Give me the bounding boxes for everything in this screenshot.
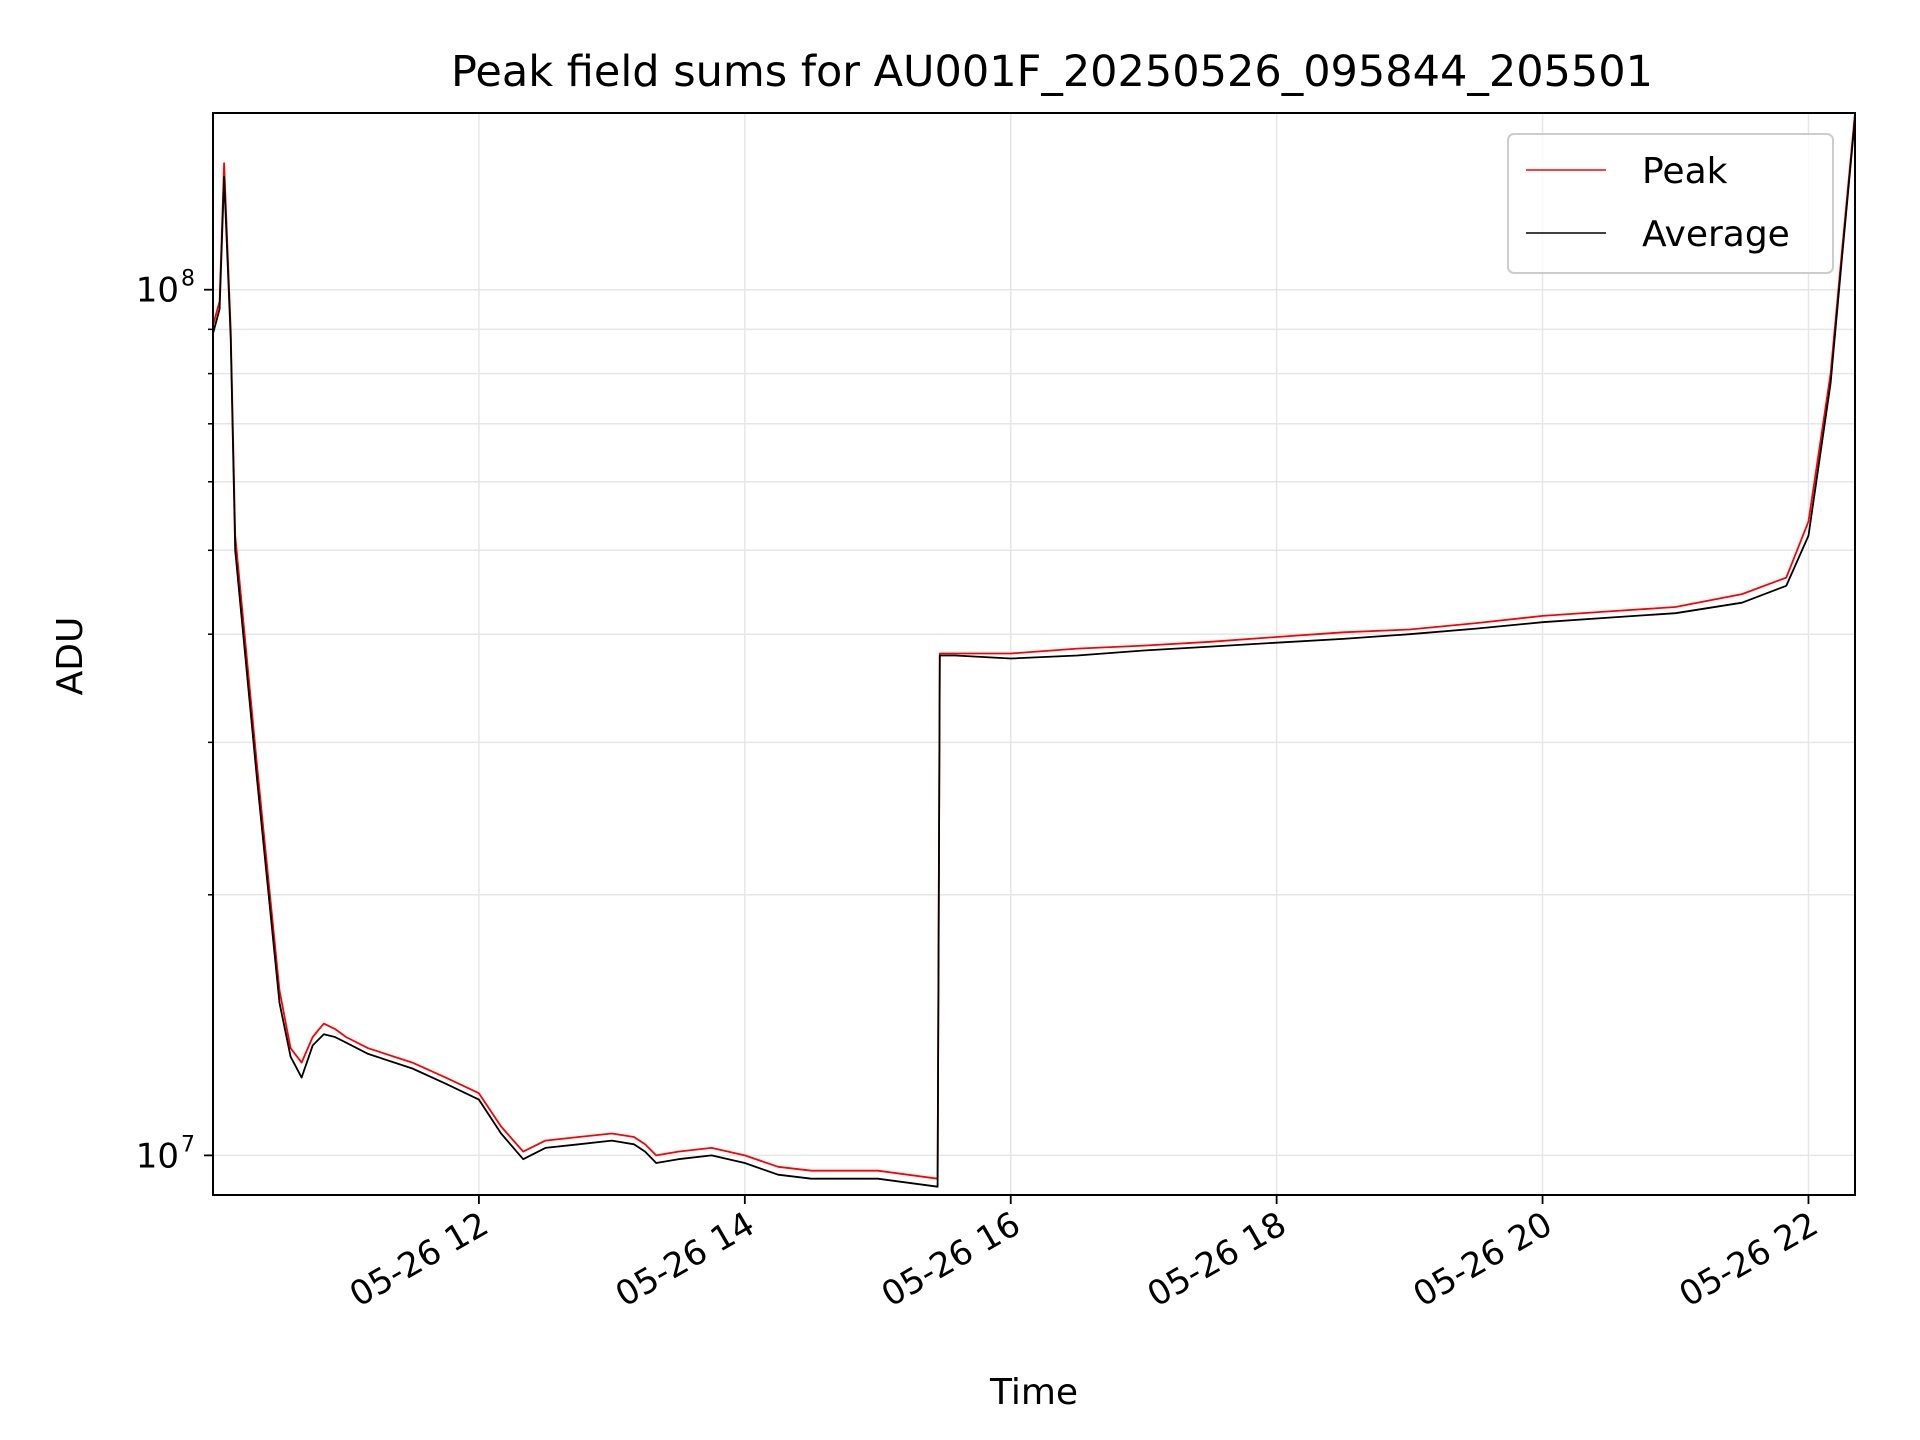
- legend: Peak Average: [1507, 133, 1834, 274]
- y-tick-label: 10: [136, 1136, 179, 1176]
- chart-title: Peak field sums for AU001F_20250526_0958…: [451, 47, 1653, 97]
- legend-average-label: Average: [1642, 214, 1790, 255]
- series-line-average: [212, 117, 1856, 1188]
- y-tick-exponent: 7: [181, 1132, 195, 1157]
- plot-background: [213, 113, 1855, 1195]
- legend-peak-label: Peak: [1642, 151, 1728, 192]
- grid-lines: [213, 113, 1855, 1195]
- x-axis-label: Time: [989, 1372, 1078, 1413]
- y-axis-label: ADU: [50, 617, 91, 696]
- series-lines: [212, 112, 1856, 1188]
- y-tick-exponent: 8: [181, 267, 195, 292]
- plot-frame: [212, 112, 1856, 1196]
- legend-box: [1507, 133, 1834, 274]
- y-tick-label: 10: [136, 271, 179, 311]
- series-line-peak: [212, 112, 1856, 1180]
